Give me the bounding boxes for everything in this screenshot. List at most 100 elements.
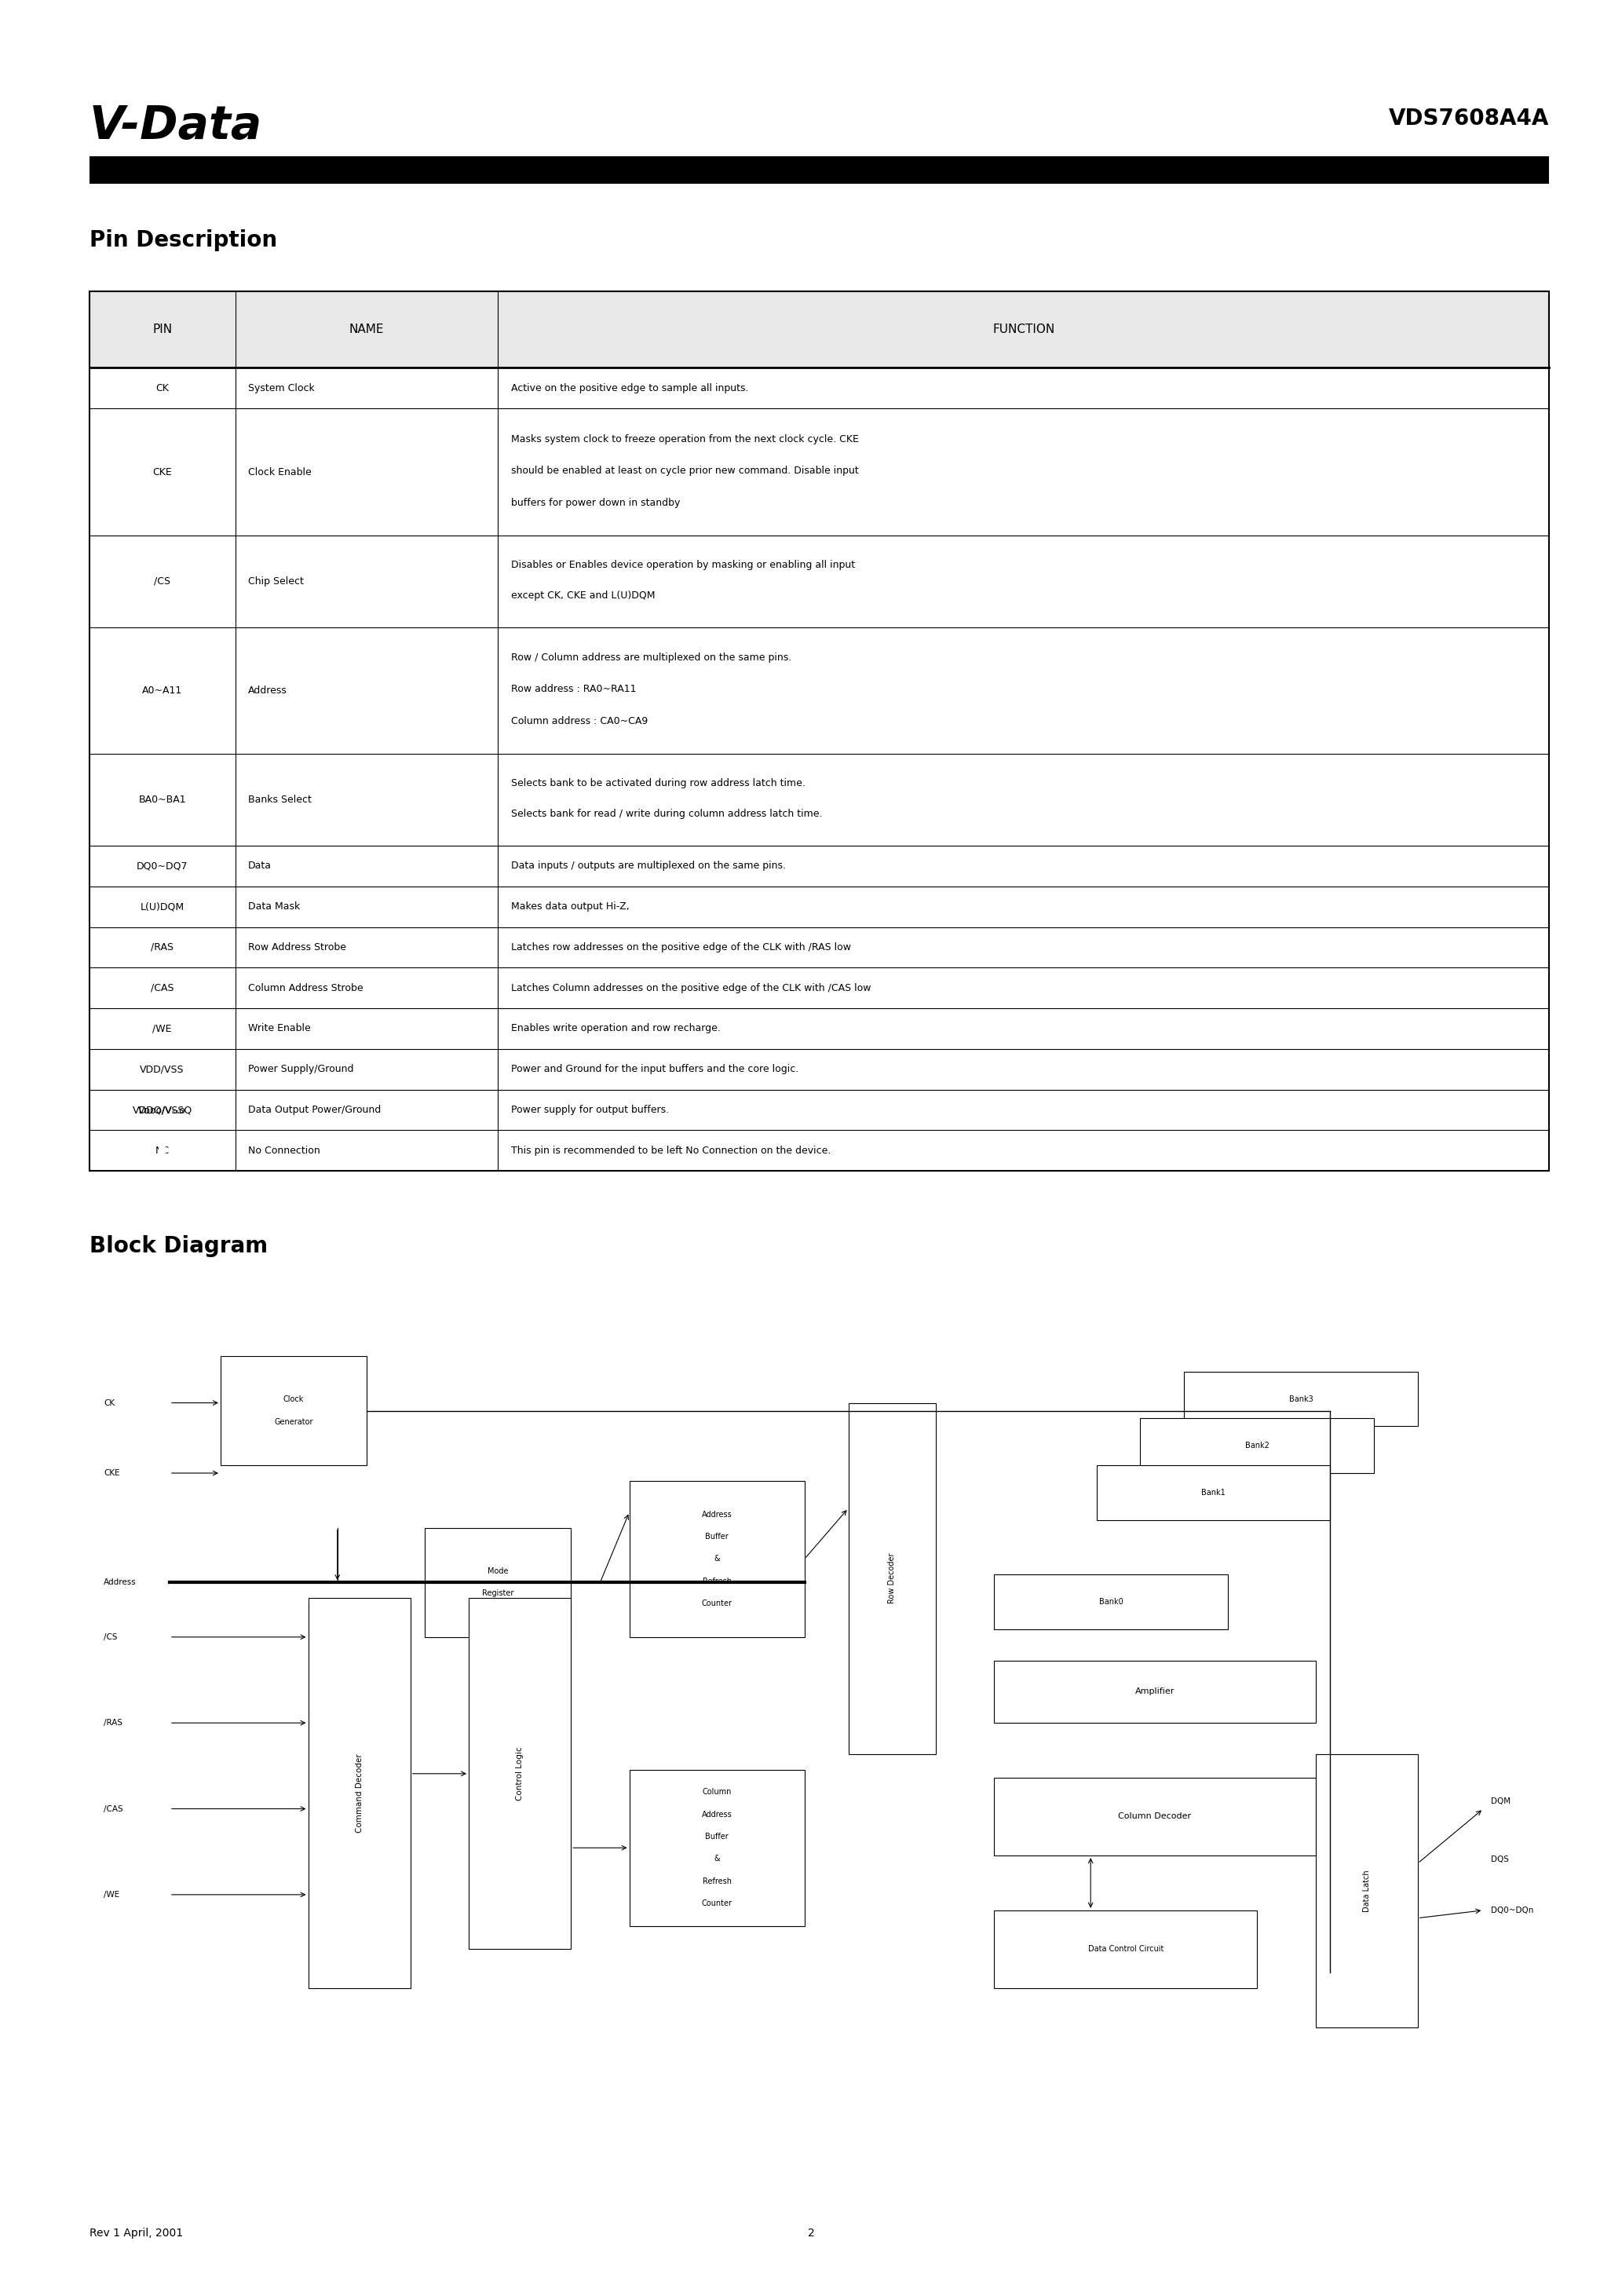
Text: V: V: [159, 1146, 165, 1155]
Text: This pin is recommended to be left No Connection on the device.: This pin is recommended to be left No Co…: [511, 1146, 830, 1155]
Text: PIN: PIN: [152, 324, 172, 335]
Bar: [308, 1598, 410, 1988]
Text: CK: CK: [156, 383, 169, 393]
Text: Counter: Counter: [702, 1899, 732, 1908]
Text: Power and Ground for the input buffers and the core logic.: Power and Ground for the input buffers a…: [511, 1063, 798, 1075]
Text: Disables or Enables device operation by masking or enabling all input: Disables or Enables device operation by …: [511, 560, 855, 569]
Text: BA0~BA1: BA0~BA1: [138, 794, 187, 806]
Text: Address: Address: [104, 1577, 136, 1587]
Text: /RAS: /RAS: [104, 1720, 123, 1727]
Text: /CAS: /CAS: [151, 983, 174, 994]
Bar: [1315, 1754, 1418, 2027]
Text: NAME: NAME: [349, 324, 384, 335]
Text: A0~A11: A0~A11: [143, 687, 182, 696]
Bar: [89, 156, 1549, 184]
Text: Masks system clock to freeze operation from the next clock cycle. CKE: Masks system clock to freeze operation f…: [511, 434, 858, 443]
Bar: [848, 1403, 936, 1754]
Text: Refresh: Refresh: [702, 1878, 732, 1885]
Text: Bank1: Bank1: [1202, 1488, 1225, 1497]
Text: Row / Column address are multiplexed on the same pins.: Row / Column address are multiplexed on …: [511, 652, 792, 664]
Bar: [221, 1357, 367, 1465]
Text: Address: Address: [248, 687, 287, 696]
Text: Data inputs / outputs are multiplexed on the same pins.: Data inputs / outputs are multiplexed on…: [511, 861, 785, 870]
Text: DQ0~DQ7: DQ0~DQ7: [136, 861, 188, 870]
Text: Power supply for output buffers.: Power supply for output buffers.: [511, 1104, 668, 1116]
Text: VDS7608A4A: VDS7608A4A: [1388, 108, 1549, 131]
Text: V-Data: V-Data: [89, 103, 263, 147]
Text: /CS: /CS: [154, 576, 170, 585]
Text: Buffer: Buffer: [706, 1832, 728, 1841]
Text: Selects bank for read / write during column address latch time.: Selects bank for read / write during col…: [511, 808, 822, 820]
Bar: [629, 1481, 805, 1637]
Text: Command Decoder: Command Decoder: [355, 1754, 363, 1832]
Bar: [994, 1575, 1228, 1630]
Text: Latches Column addresses on the positive edge of the CLK with /CAS low: Latches Column addresses on the positive…: [511, 983, 871, 994]
Text: Generator: Generator: [274, 1419, 313, 1426]
Text: Amplifier: Amplifier: [1135, 1688, 1174, 1697]
Text: Column address : CA0~CA9: Column address : CA0~CA9: [511, 716, 647, 726]
Bar: [425, 1527, 571, 1637]
Text: /WE: /WE: [152, 1024, 172, 1033]
Bar: [1184, 1371, 1418, 1426]
Text: No Connection: No Connection: [248, 1146, 320, 1155]
Text: Clock Enable: Clock Enable: [248, 466, 311, 478]
Text: Address: Address: [702, 1511, 732, 1518]
Text: NC: NC: [156, 1146, 169, 1155]
Text: CK: CK: [104, 1398, 115, 1407]
Bar: [469, 1598, 571, 1949]
Bar: [1096, 1465, 1330, 1520]
Bar: [89, 292, 1549, 1171]
Text: Column Decoder: Column Decoder: [1118, 1812, 1192, 1821]
Text: CKE: CKE: [104, 1469, 120, 1476]
Text: Write Enable: Write Enable: [248, 1024, 311, 1033]
Text: Active on the positive edge to sample all inputs.: Active on the positive edge to sample al…: [511, 383, 748, 393]
Text: /CAS: /CAS: [104, 1805, 123, 1814]
Text: Power Supply/Ground: Power Supply/Ground: [248, 1063, 354, 1075]
Text: Pin Description: Pin Description: [89, 230, 277, 253]
Text: Row address : RA0~RA11: Row address : RA0~RA11: [511, 684, 636, 693]
Text: Data Latch: Data Latch: [1362, 1869, 1371, 1913]
Text: except CK, CKE and L(U)DQM: except CK, CKE and L(U)DQM: [511, 590, 655, 602]
Text: /WE: /WE: [104, 1890, 120, 1899]
Text: &: &: [714, 1554, 720, 1564]
Text: Makes data output Hi-Z,: Makes data output Hi-Z,: [511, 902, 629, 912]
Text: Mode: Mode: [488, 1568, 508, 1575]
Text: Row Decoder: Row Decoder: [889, 1552, 895, 1605]
Text: &: &: [714, 1855, 720, 1862]
Text: Address: Address: [702, 1812, 732, 1818]
Text: Column: Column: [702, 1789, 732, 1795]
Text: Vᴅᴅᴏ/Vₛₛᴏ: Vᴅᴅᴏ/Vₛₛᴏ: [138, 1104, 187, 1116]
Text: Banks Select: Banks Select: [248, 794, 311, 806]
Text: Bank3: Bank3: [1289, 1396, 1312, 1403]
Text: /CS: /CS: [104, 1632, 117, 1642]
Text: Data: Data: [248, 861, 272, 870]
Text: L(U)DQM: L(U)DQM: [139, 902, 185, 912]
Text: DQ0~DQn: DQ0~DQn: [1491, 1906, 1533, 1915]
Text: Data Output Power/Ground: Data Output Power/Ground: [248, 1104, 381, 1116]
Text: VDD/VSS: VDD/VSS: [139, 1063, 185, 1075]
Text: Register: Register: [482, 1589, 514, 1598]
Text: DQM: DQM: [1491, 1798, 1510, 1805]
Text: /RAS: /RAS: [151, 941, 174, 953]
Text: DQS: DQS: [1491, 1855, 1508, 1864]
Text: Bank0: Bank0: [1100, 1598, 1122, 1605]
Text: should be enabled at least on cycle prior new command. Disable input: should be enabled at least on cycle prio…: [511, 466, 858, 475]
Text: Column Address Strobe: Column Address Strobe: [248, 983, 363, 994]
Text: Refresh: Refresh: [702, 1577, 732, 1584]
Text: FUNCTION: FUNCTION: [993, 324, 1054, 335]
Text: VDDQ/VSSQ: VDDQ/VSSQ: [133, 1104, 191, 1116]
Bar: [994, 1777, 1315, 1855]
Bar: [1140, 1419, 1374, 1474]
Bar: [89, 292, 1549, 367]
Text: CKE: CKE: [152, 466, 172, 478]
Text: buffers for power down in standby: buffers for power down in standby: [511, 498, 680, 507]
Text: Control Logic: Control Logic: [516, 1747, 524, 1800]
Text: Counter: Counter: [702, 1600, 732, 1607]
Text: Block Diagram: Block Diagram: [89, 1235, 268, 1258]
Text: Bank2: Bank2: [1246, 1442, 1268, 1449]
Text: Selects bank to be activated during row address latch time.: Selects bank to be activated during row …: [511, 778, 805, 790]
Bar: [629, 1770, 805, 1926]
Text: Enables write operation and row recharge.: Enables write operation and row recharge…: [511, 1024, 720, 1033]
Text: Buffer: Buffer: [706, 1534, 728, 1541]
Text: System Clock: System Clock: [248, 383, 315, 393]
